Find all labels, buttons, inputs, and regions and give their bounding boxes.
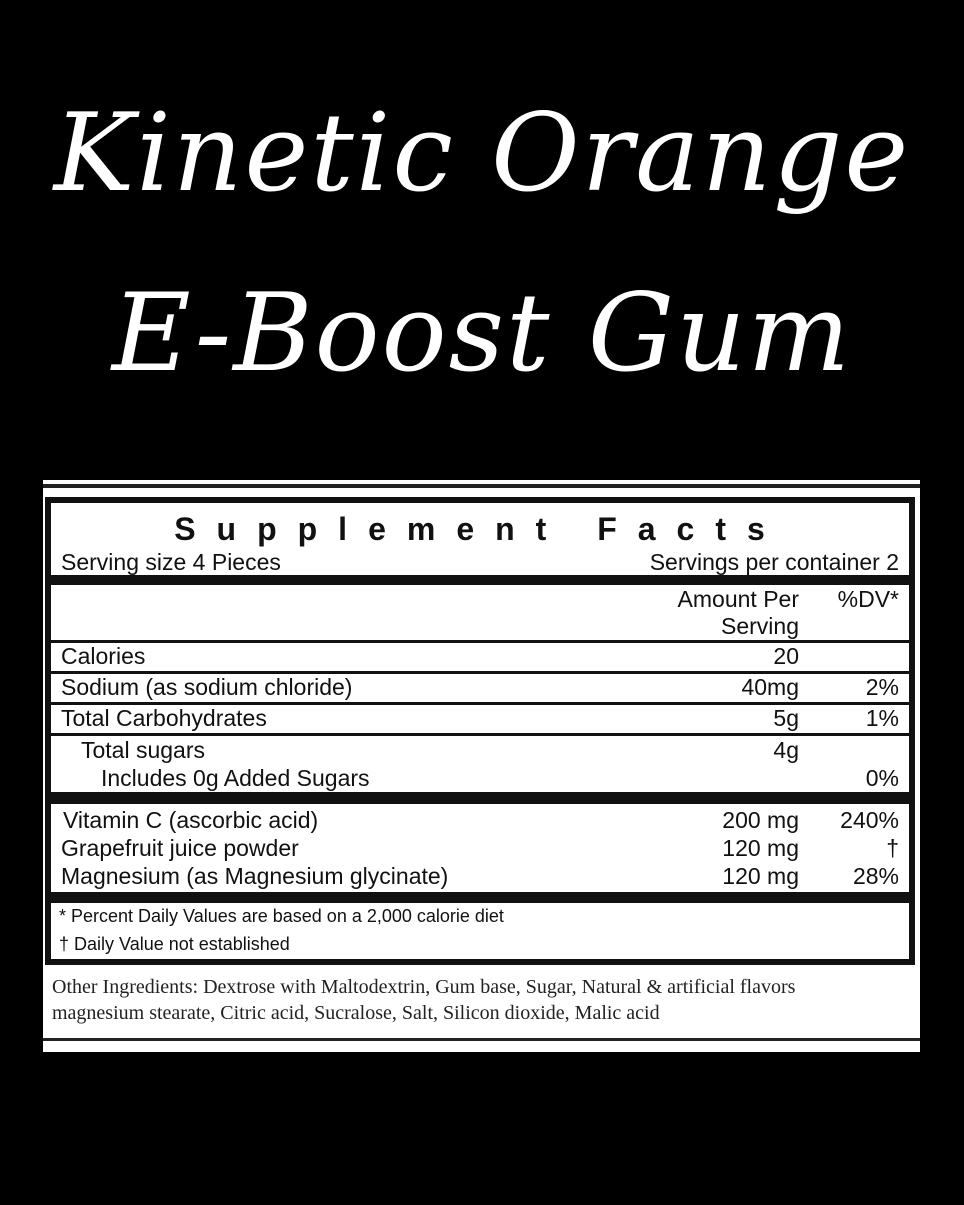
ingredient-dv: 28%	[852, 863, 899, 889]
ingredient-amount: 200 mg	[722, 807, 799, 833]
row-name: Total Carbohydrates	[61, 705, 267, 731]
ingredient-amount: 120 mg	[722, 863, 799, 889]
product-title-line1: Kinetic Orange	[53, 91, 911, 216]
row-name: Total sugars	[81, 737, 206, 763]
row-dv: 2%	[865, 674, 899, 700]
ingredient-dv: †	[886, 835, 899, 861]
row-name: Sodium (as sodium chloride)	[61, 674, 353, 700]
table-row: Calories 20	[51, 643, 909, 671]
ingredient-dv: 240%	[840, 807, 899, 833]
col-dv: %DV*	[837, 586, 899, 612]
ingredient-name: Vitamin C (ascorbic acid)	[63, 807, 319, 833]
ingredient-amount: 120 mg	[722, 835, 799, 861]
footnote-dv: * Percent Daily Values are based on a 2,…	[59, 906, 504, 926]
row-name: Calories	[61, 643, 146, 669]
supplement-facts-label: Supplement Facts Serving size 4 Pieces S…	[43, 480, 920, 1052]
other-ingredients: Other Ingredients: Dextrose with Maltode…	[52, 974, 900, 1026]
col-amount-line2: Serving	[721, 613, 799, 639]
divider	[43, 1038, 920, 1041]
servings-per-container: Servings per container 2	[649, 549, 899, 575]
product-title-line2: E-Boost Gum	[111, 271, 853, 396]
facts-box: Supplement Facts Serving size 4 Pieces S…	[45, 497, 915, 965]
column-header-cell: Amount Per %DV* Serving	[51, 585, 909, 640]
table-row: Sodium (as sodium chloride) 40mg 2%	[51, 674, 909, 702]
row-amount: 20	[773, 643, 799, 669]
header-cell: Supplement Facts Serving size 4 Pieces S…	[51, 503, 909, 575]
label-heading: Supplement Facts	[174, 511, 786, 547]
row-dv: 1%	[865, 705, 899, 731]
other-ingredients-line1: Other Ingredients: Dextrose with Maltode…	[52, 976, 796, 998]
row-amount: 5g	[773, 705, 799, 731]
row-dv: 0%	[865, 765, 899, 791]
ingredient-name: Grapefruit juice powder	[61, 835, 299, 861]
divider	[43, 484, 920, 488]
footnote-dagger: † Daily Value not established	[59, 934, 290, 954]
footnotes-cell: * Percent Daily Values are based on a 2,…	[51, 903, 909, 959]
row-name: Includes 0g Added Sugars	[101, 765, 370, 791]
table-row: Total Carbohydrates 5g 1%	[51, 705, 909, 733]
other-ingredients-line2: magnesium stearate, Citric acid, Sucralo…	[52, 1002, 660, 1024]
ingredients-cell: Vitamin C (ascorbic acid) 200 mg 240% Grap…	[51, 804, 909, 892]
ingredient-name: Magnesium (as Magnesium glycinate)	[61, 863, 449, 889]
row-amount: 4g	[773, 737, 799, 763]
table-row: Total sugars 4g Includes 0g Added Sugars 0…	[51, 736, 909, 792]
serving-size: Serving size 4 Pieces	[61, 549, 281, 575]
row-amount: 40mg	[741, 674, 799, 700]
col-amount-line1: Amount Per	[677, 586, 799, 612]
